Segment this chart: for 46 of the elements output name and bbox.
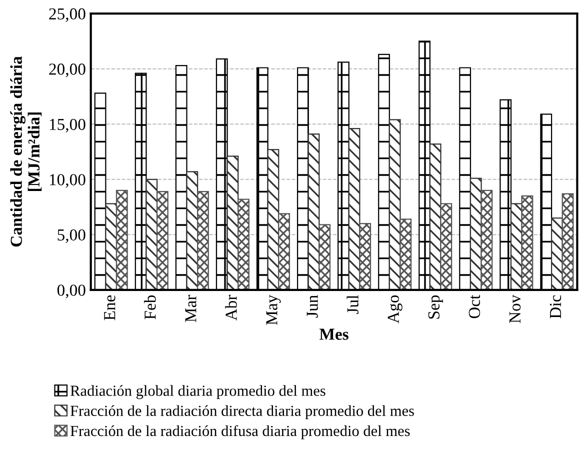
x-tick-label: May	[266, 294, 281, 325]
legend-label: Fracción de la radiación directa diaria promedio del mes	[70, 405, 414, 420]
bar	[480, 190, 493, 290]
bar	[105, 203, 118, 290]
x-axis-title: Mes	[319, 328, 348, 340]
bar	[510, 203, 522, 290]
bar	[116, 190, 128, 290]
x-tick-label: Oct	[468, 294, 480, 318]
x-tick-label: Feb	[144, 295, 156, 320]
y-tick-label: 15,00	[50, 118, 86, 132]
bar	[186, 171, 198, 290]
bar	[267, 148, 280, 290]
bar	[400, 218, 412, 290]
x-tick-label: Mar	[185, 294, 196, 322]
y-tick-label: 25,00	[49, 8, 86, 22]
x-tick-label: Jun	[306, 295, 318, 318]
x-tick-label: Nov	[510, 294, 521, 324]
bar	[146, 178, 158, 290]
bar	[226, 156, 239, 290]
x-tick-label: Sep	[428, 295, 443, 319]
y-axis-title: Cantidad de energía diária [MJ/m²dia]	[10, 56, 42, 247]
x-tick-label: Ago	[388, 295, 402, 324]
legend-label: Fracción de la radiación difusa diaria promedio del mes	[70, 425, 410, 440]
bar	[278, 213, 290, 290]
bar	[550, 218, 563, 290]
x-tick-label: Jul	[346, 295, 358, 314]
bar	[440, 203, 452, 290]
y-tick-label: 5,00	[58, 229, 86, 243]
bar	[429, 143, 442, 290]
x-tick-label: Ene	[104, 295, 116, 320]
y-tick-label: 20,00	[49, 64, 86, 78]
bar	[318, 224, 331, 290]
bar	[308, 134, 320, 290]
bar	[521, 195, 534, 290]
x-tick-label: Abr	[225, 294, 237, 321]
y-tick-label: 10,00	[50, 174, 86, 188]
bar	[238, 198, 250, 290]
x-tick-label: Dic	[550, 295, 562, 318]
bar	[156, 190, 168, 290]
bar	[562, 193, 574, 290]
bar	[348, 128, 360, 290]
bar	[197, 190, 209, 290]
bar	[359, 223, 372, 290]
y-tick-label: 0,00	[57, 284, 86, 298]
bar	[388, 119, 401, 290]
legend-label: Radiación global diaria promedio del mes	[70, 385, 326, 400]
